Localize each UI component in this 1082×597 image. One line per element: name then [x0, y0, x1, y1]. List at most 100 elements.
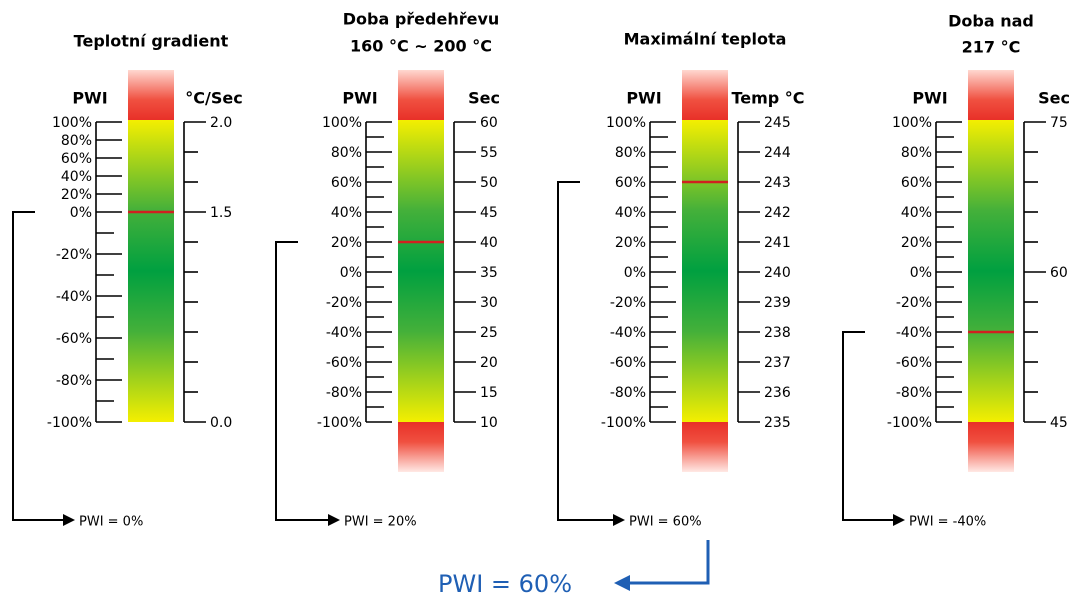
gradient-bar [128, 120, 174, 422]
right-label: 240 [764, 265, 791, 281]
right-label: 244 [764, 145, 791, 161]
left-label: -100% [601, 415, 646, 431]
red-zone-top [128, 70, 174, 120]
right-label: 241 [764, 235, 791, 251]
left-label: 100% [322, 115, 362, 131]
left-label: -80% [896, 385, 932, 401]
gauge-title: Doba předehřevu [343, 10, 500, 29]
left-label: 80% [615, 145, 646, 161]
result-arrowhead [893, 514, 905, 526]
left-label: -40% [610, 325, 646, 341]
right-header: Sec [1038, 89, 1070, 108]
red-zone-bottom [682, 422, 728, 472]
left-label: 0% [624, 265, 646, 281]
result-label: PWI = -40% [909, 515, 986, 530]
left-label: 40% [615, 205, 646, 221]
left-label: 0% [340, 265, 362, 281]
right-label: 236 [764, 385, 791, 401]
right-label: 40 [480, 235, 498, 251]
gauge-title: Teplotní gradient [74, 32, 229, 51]
result-arrow [557, 181, 613, 521]
right-label: 15 [480, 385, 498, 401]
left-label: -40% [56, 289, 92, 305]
right-header: Temp °C [731, 89, 804, 108]
right-label: 75 [1050, 115, 1068, 131]
right-label: 35 [480, 265, 498, 281]
right-header: Sec [468, 89, 500, 108]
left-label: -60% [56, 331, 92, 347]
left-label: -80% [610, 385, 646, 401]
summary-label: PWI = 60% [438, 570, 572, 597]
left-label: -100% [317, 415, 362, 431]
left-label: 60% [615, 175, 646, 191]
right-label: 243 [764, 175, 791, 191]
left-label: 20% [61, 187, 92, 203]
left-label: 20% [331, 235, 362, 251]
right-label: 10 [480, 415, 498, 431]
right-label: 1.5 [210, 205, 232, 221]
summary-arrow [628, 540, 710, 585]
red-zone-bottom [968, 422, 1014, 472]
left-label: 80% [61, 133, 92, 149]
left-header: PWI [72, 89, 107, 108]
left-label: 60% [901, 175, 932, 191]
result-arrowhead [328, 514, 340, 526]
right-label: 245 [764, 115, 791, 131]
left-label: -20% [326, 295, 362, 311]
left-label: -20% [896, 295, 932, 311]
result-arrowhead [613, 514, 625, 526]
left-label: -40% [326, 325, 362, 341]
left-label: 100% [52, 115, 92, 131]
result-arrow [842, 331, 893, 521]
right-label: 0.0 [210, 415, 232, 431]
right-label: 239 [764, 295, 791, 311]
right-header: °C/Sec [185, 89, 242, 108]
result-arrow [275, 241, 328, 521]
gradient-bar [968, 120, 1014, 422]
left-label: -60% [896, 355, 932, 371]
left-label: 20% [615, 235, 646, 251]
left-label: 40% [901, 205, 932, 221]
left-label: 40% [61, 169, 92, 185]
left-label: -20% [56, 247, 92, 263]
gauge-title: 160 °C ~ 200 °C [350, 37, 492, 56]
left-label: 40% [331, 205, 362, 221]
left-label: 60% [331, 175, 362, 191]
left-label: 0% [910, 265, 932, 281]
right-label: 20 [480, 355, 498, 371]
left-label: -20% [610, 295, 646, 311]
right-label: 60 [1050, 265, 1068, 281]
right-label: 30 [480, 295, 498, 311]
left-label: 80% [331, 145, 362, 161]
result-label: PWI = 20% [344, 515, 417, 530]
left-label: -100% [887, 415, 932, 431]
right-label: 50 [480, 175, 498, 191]
left-label: -40% [896, 325, 932, 341]
gradient-bar [398, 120, 444, 422]
left-label: 100% [606, 115, 646, 131]
left-label: 60% [61, 151, 92, 167]
gauge-title: Doba nad [948, 12, 1034, 31]
gradient-bar [682, 120, 728, 422]
right-label: 45 [480, 205, 498, 221]
result-arrowhead [63, 514, 75, 526]
summary-arrowhead [614, 575, 630, 591]
left-label: 100% [892, 115, 932, 131]
right-label: 25 [480, 325, 498, 341]
right-label: 45 [1050, 415, 1068, 431]
result-label: PWI = 0% [79, 515, 143, 530]
left-label: -60% [326, 355, 362, 371]
right-label: 55 [480, 145, 498, 161]
right-label: 237 [764, 355, 791, 371]
left-header: PWI [342, 89, 377, 108]
gauge-title: 217 °C [962, 38, 1021, 57]
left-label: -80% [56, 373, 92, 389]
red-zone-top [398, 70, 444, 120]
gauge-title: Maximální teplota [624, 30, 787, 49]
result-label: PWI = 60% [629, 515, 702, 530]
result-arrow [12, 211, 63, 521]
right-label: 2.0 [210, 115, 232, 131]
right-label: 60 [480, 115, 498, 131]
red-zone-top [968, 70, 1014, 120]
